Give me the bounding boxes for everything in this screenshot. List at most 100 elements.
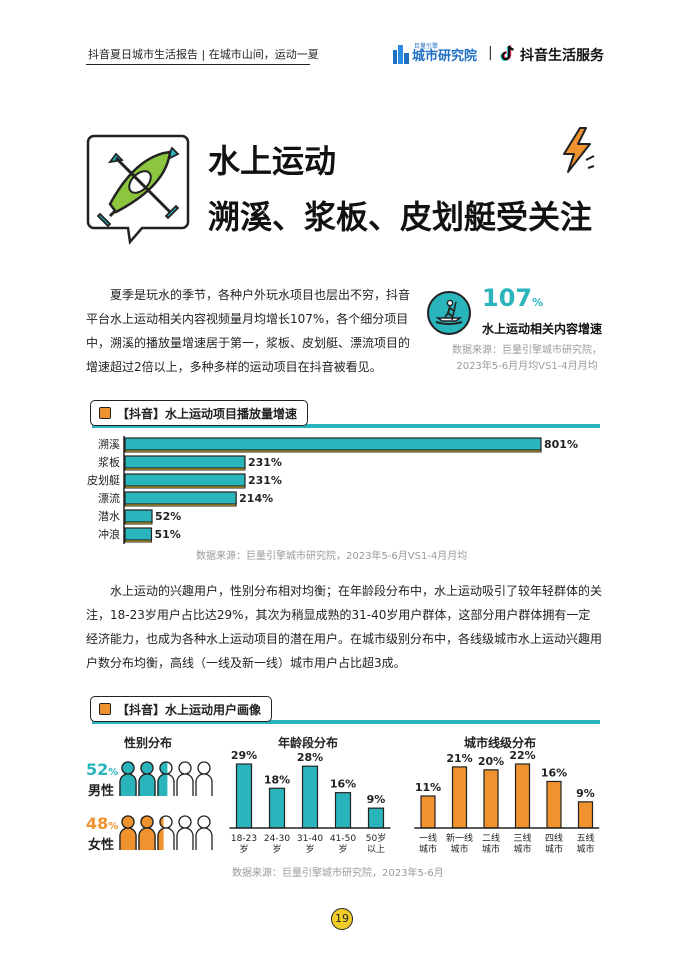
section1-source: 数据来源：巨量引擎城市研究院，2023年5-6月VS1-4月月均 (196, 551, 468, 562)
tick-label: 31-40 (297, 834, 323, 844)
female-label: 女性 (88, 838, 115, 853)
bar (514, 763, 531, 829)
value-label: 11% (415, 781, 441, 794)
paddleboard-icon (426, 290, 472, 336)
bar (420, 795, 436, 829)
male-pct: 52% (86, 760, 119, 779)
value-label: 28% (297, 751, 323, 764)
bar (124, 437, 542, 451)
value-label: 231% (248, 456, 282, 469)
value-label: 22% (509, 749, 535, 762)
tick-label: 一线 (419, 832, 437, 844)
playback-growth-chart: 溯溪 801% 浆板 231% 皮划艇 231% 漂流 214% 潜水 52% 冲浪 51% (87, 436, 578, 544)
section-marker-icon (99, 407, 111, 419)
person-icon (119, 815, 137, 850)
tick-label: 城市 (513, 843, 531, 855)
tick-label: 城市 (576, 843, 594, 855)
report-title: 抖音夏日城市生活报告 | 在城市山间，运动一夏 (88, 48, 319, 61)
value-label: 20% (478, 755, 504, 768)
value-label: 16% (541, 766, 567, 779)
section2-underline (92, 720, 600, 724)
bar (124, 509, 153, 523)
bar (483, 769, 499, 829)
category-label: 潜水 (98, 509, 120, 523)
bar (367, 807, 385, 829)
tick-label: 岁 (338, 843, 347, 855)
value-label: 29% (231, 749, 257, 762)
stat-label: 水上运动相关内容增速 (482, 322, 603, 336)
female-pct: 48% (86, 814, 119, 833)
value-label: 16% (330, 778, 356, 791)
bar (451, 766, 468, 829)
douyin-life-service: 抖音生活服务 (520, 48, 604, 64)
category-label: 冲浪 (98, 527, 120, 541)
tick-label: 城市 (545, 843, 563, 855)
bar (301, 765, 319, 829)
research-institute-logo: 巨量引擎 城市研究院 (392, 43, 477, 65)
tick-label: 新一线 (446, 832, 473, 844)
bar (124, 527, 153, 541)
section1-underline (92, 424, 600, 428)
bar (124, 473, 246, 487)
tick-label: 18-23 (231, 834, 257, 844)
tick-label: 岁 (272, 843, 281, 855)
section1-heading: 【抖音】水上运动项目播放量增速 (90, 400, 309, 426)
section2-heading: 【抖音】水上运动用户画像 (90, 696, 273, 722)
person-icon (138, 815, 156, 850)
research-institute-name: 城市研究院 (412, 48, 478, 64)
bar (235, 763, 253, 829)
gender-title: 性别分布 (124, 736, 173, 750)
tick-label: 以上 (367, 844, 385, 855)
page-title-main: 水上运动 (208, 142, 337, 180)
person-icon (157, 815, 164, 850)
section2-source: 数据来源：巨量引擎城市研究院，2023年5-6月 (232, 868, 444, 879)
city-buildings-icon (393, 45, 409, 64)
tick-label: 岁 (239, 843, 248, 855)
tick-label: 50岁 (366, 832, 386, 844)
value-label: 9% (367, 793, 386, 806)
value-label: 18% (264, 773, 290, 786)
tick-label: 24-30 (264, 834, 290, 844)
bar (577, 801, 594, 829)
person-icon (195, 815, 213, 850)
tick-label: 四线 (545, 832, 563, 844)
age-chart-title: 年龄段分布 (278, 736, 339, 750)
value-label: 214% (239, 492, 273, 505)
male-label: 男性 (88, 784, 115, 799)
header-underline (86, 64, 310, 65)
male-pictogram (119, 761, 213, 796)
brand-separator: | (488, 45, 493, 61)
kayak-icon (86, 134, 190, 246)
bar (124, 491, 237, 505)
page-title-sub: 溯溪、浆板、皮划艇受关注 (208, 198, 593, 236)
tick-label: 岁 (305, 843, 314, 855)
tick-label: 三线 (513, 832, 531, 844)
value-label: 231% (248, 474, 282, 487)
person-icon (176, 815, 194, 850)
person-icon (176, 761, 194, 796)
douyin-logo-icon (500, 45, 516, 63)
bar (546, 780, 562, 829)
stat-source: 数据来源：巨量引擎城市研究院， 2023年5-6月月均VS1-4月月均 (452, 345, 602, 372)
female-pictogram (119, 815, 213, 850)
body-paragraph: 水上运动的兴趣用户，性别分布相对均衡；在年龄段分布中，水上运动吸引了较年轻群体的… (86, 584, 603, 670)
stat-value: 107% (482, 284, 544, 312)
person-icon (195, 761, 213, 796)
value-label: 801% (544, 438, 578, 451)
intro-paragraph: 夏季是玩水的季节，各种户外玩水项目也层出不穷，抖音平台水上运动相关内容视频量月均… (86, 288, 411, 374)
category-label: 皮划艇 (87, 473, 120, 487)
bar (124, 455, 246, 469)
lightning-icon (556, 126, 596, 174)
category-label: 浆板 (98, 455, 120, 469)
category-label: 漂流 (98, 491, 120, 505)
bar (268, 787, 286, 829)
tick-label: 41-50 (330, 834, 356, 844)
value-label: 21% (446, 752, 472, 765)
person-icon (157, 761, 168, 796)
tick-label: 二线 (482, 832, 500, 844)
person-icon (119, 761, 137, 796)
tick-label: 五线 (576, 832, 594, 844)
tick-label: 城市 (482, 843, 500, 855)
age-distribution-chart: 29%18-23岁18%24-30岁28%31-40岁16%41-50岁9%50… (229, 749, 391, 855)
